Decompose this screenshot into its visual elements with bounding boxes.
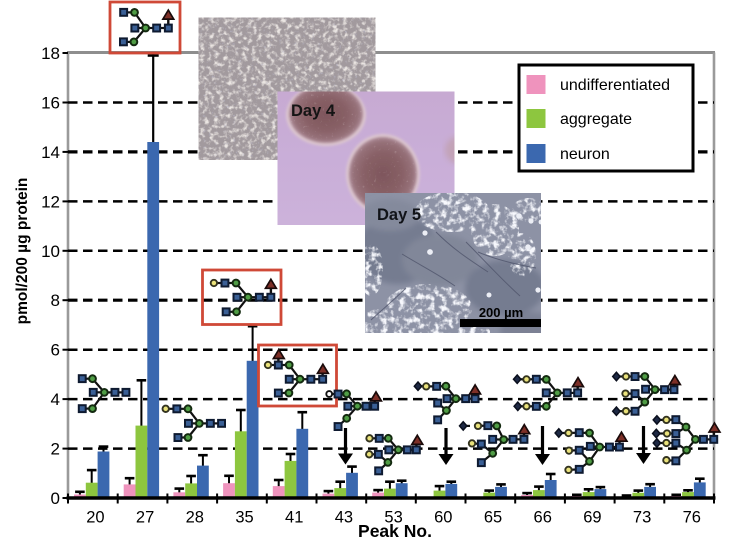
svg-text:6: 6	[51, 341, 60, 360]
svg-text:16: 16	[41, 94, 60, 113]
svg-text:69: 69	[583, 508, 601, 526]
svg-text:43: 43	[335, 508, 353, 526]
svg-text:0: 0	[51, 489, 60, 508]
svg-text:53: 53	[384, 508, 402, 526]
svg-text:66: 66	[534, 508, 552, 526]
svg-text:neuron: neuron	[560, 146, 610, 163]
svg-text:35: 35	[235, 508, 253, 526]
svg-text:60: 60	[434, 508, 452, 526]
svg-text:pmol/200 µg protein: pmol/200 µg protein	[14, 178, 31, 325]
svg-text:2: 2	[51, 440, 60, 459]
svg-text:41: 41	[285, 508, 303, 526]
svg-text:4: 4	[51, 390, 60, 409]
svg-text:27: 27	[136, 508, 154, 526]
svg-text:10: 10	[41, 242, 60, 261]
svg-text:Day 5: Day 5	[377, 206, 421, 224]
svg-text:76: 76	[683, 508, 701, 526]
svg-text:20: 20	[86, 508, 104, 526]
svg-text:Day 4: Day 4	[291, 102, 336, 120]
svg-text:aggregate: aggregate	[560, 111, 632, 128]
svg-text:14: 14	[41, 143, 60, 162]
svg-text:undifferentiated: undifferentiated	[560, 77, 670, 94]
svg-text:12: 12	[41, 192, 60, 211]
svg-text:18: 18	[41, 44, 60, 63]
svg-text:73: 73	[633, 508, 651, 526]
svg-text:200 µm: 200 µm	[479, 305, 523, 320]
svg-text:65: 65	[484, 508, 502, 526]
svg-text:Peak No.: Peak No.	[358, 521, 432, 540]
svg-text:28: 28	[186, 508, 204, 526]
svg-text:8: 8	[51, 291, 60, 310]
